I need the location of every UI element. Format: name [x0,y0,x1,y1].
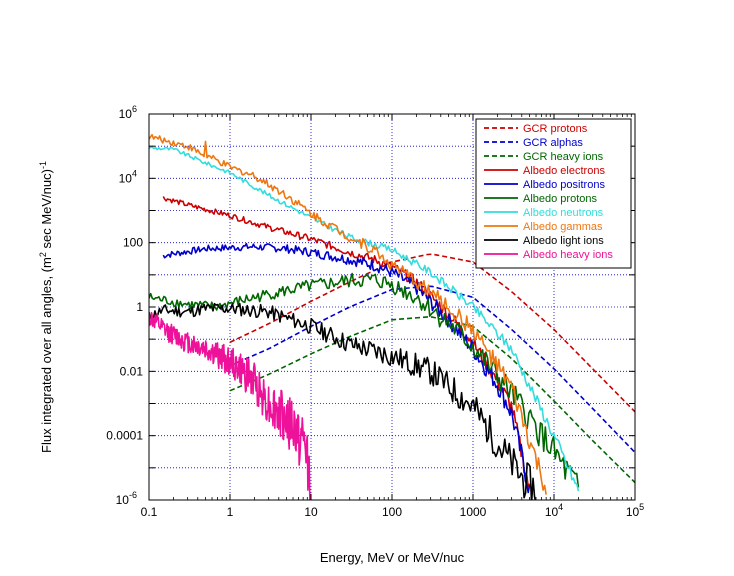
legend-label: Albedo light ions [523,235,604,247]
x-tick-label: 0.1 [141,505,158,519]
series-line-gcr-protons [229,253,635,413]
legend-label: GCR heavy ions [523,151,604,163]
y-tick-label: 0.0001 [106,429,143,443]
legend-box [475,118,632,269]
legend-label: Albedo neutrons [523,207,604,219]
series-line-albedo-light-ions [149,302,537,500]
axis-ticks [148,113,636,501]
y-axis-label-mid: sec MeV/nuc) [39,169,54,252]
y-axis-label-sup2: -1 [38,161,48,169]
x-tick-label: 104 [545,502,563,519]
legend-label: GCR alphas [523,137,583,149]
x-tick-label: 1 [227,505,234,519]
series-line-gcr-heavy-ions [229,316,635,484]
x-tick-label: 100 [382,505,402,519]
y-axis-label: Flux integrated over all angles, (m2 sec… [38,161,54,453]
grid [149,114,635,500]
x-tick-label: 1000 [460,505,487,519]
legend-label: Albedo protons [523,193,597,205]
y-tick-label: 10-6 [116,490,137,507]
legend: GCR protons GCR alphas GCR heavy ions Albed… [475,118,632,269]
x-tick-label: 10 [304,505,318,519]
series-line-albedo-electrons [162,196,531,488]
legend-label: Albedo positrons [523,179,605,191]
legend-label: Albedo electrons [523,165,605,177]
legend-label: Albedo gammas [523,221,603,233]
series-line-albedo-protons [149,272,580,488]
y-tick-label: 0.01 [120,364,144,378]
y-axis-label-sup1: 2 [38,252,48,257]
y-tick-label: 106 [119,104,137,121]
tick-labels: 0.1 1 10 100 1000 104 105 10-6 0.0001 0.01 1 100 104… [106,104,644,519]
y-tick-label: 100 [123,236,143,250]
legend-label: GCR protons [523,123,588,135]
series-line-albedo-heavy-ions [149,311,311,500]
series-line-albedo-gammas [149,133,547,495]
legend-label: Albedo heavy ions [523,249,613,261]
y-tick-label: 104 [119,168,137,185]
series-group [149,133,635,500]
series-line-gcr-alphas [229,285,635,454]
y-axis-label-main: Flux integrated over all angles, (m [39,257,54,453]
y-tick-label: 1 [136,300,143,314]
x-axis-label: Energy, MeV or MeV/nuc [320,550,465,565]
x-tick-label: 105 [626,502,644,519]
